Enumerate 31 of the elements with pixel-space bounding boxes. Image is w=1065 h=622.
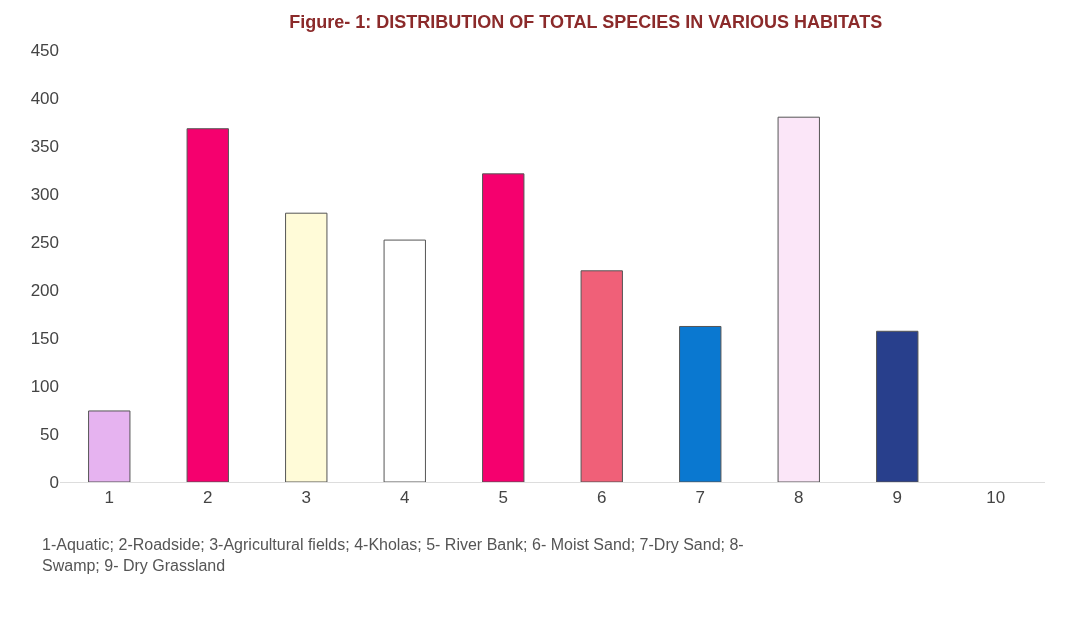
bar — [186, 128, 229, 482]
x-tick-label: 9 — [892, 488, 902, 508]
y-tick-label: 400 — [30, 88, 59, 108]
y-tick-label: 300 — [30, 184, 59, 204]
y-tick-label: 250 — [30, 232, 59, 252]
bar — [777, 116, 820, 482]
x-tick-label: 5 — [498, 488, 508, 508]
chart-title: Figure- 1: DISTRIBUTION OF TOTAL SPECIES IN VARIOUS HABITATS — [289, 12, 883, 33]
y-tick-label: 100 — [30, 376, 59, 396]
y-tick-label: 350 — [30, 136, 59, 156]
y-tick-label: 200 — [30, 280, 59, 300]
x-tick-label: 1 — [104, 488, 114, 508]
x-tick-label: 10 — [986, 488, 1006, 508]
x-tick-label: 8 — [794, 488, 804, 508]
bar — [285, 212, 328, 482]
y-tick-label: 150 — [30, 328, 59, 348]
x-tick-label: 2 — [203, 488, 213, 508]
bar — [679, 325, 722, 482]
x-tick-label: 4 — [400, 488, 410, 508]
bar — [876, 330, 919, 482]
bar — [383, 239, 426, 482]
bar — [482, 173, 525, 482]
text: 1-Aquatic; 2-Roadside; 3-Agricultural fields; 4-Kholas; 5- River Bank; 6- Moist Sand; 7-Dry Sand; 8- Swamp; 9- Dry Grassland — [42, 536, 744, 574]
x-tick-label: 7 — [695, 488, 705, 508]
x-tick-label: 6 — [597, 488, 607, 508]
x-tick-label: 3 — [301, 488, 311, 508]
bar — [88, 410, 131, 482]
y-tick-label: 450 — [30, 40, 59, 60]
bar — [580, 270, 623, 482]
y-tick-label: 0 — [49, 472, 59, 492]
y-tick-label: 50 — [40, 424, 59, 444]
